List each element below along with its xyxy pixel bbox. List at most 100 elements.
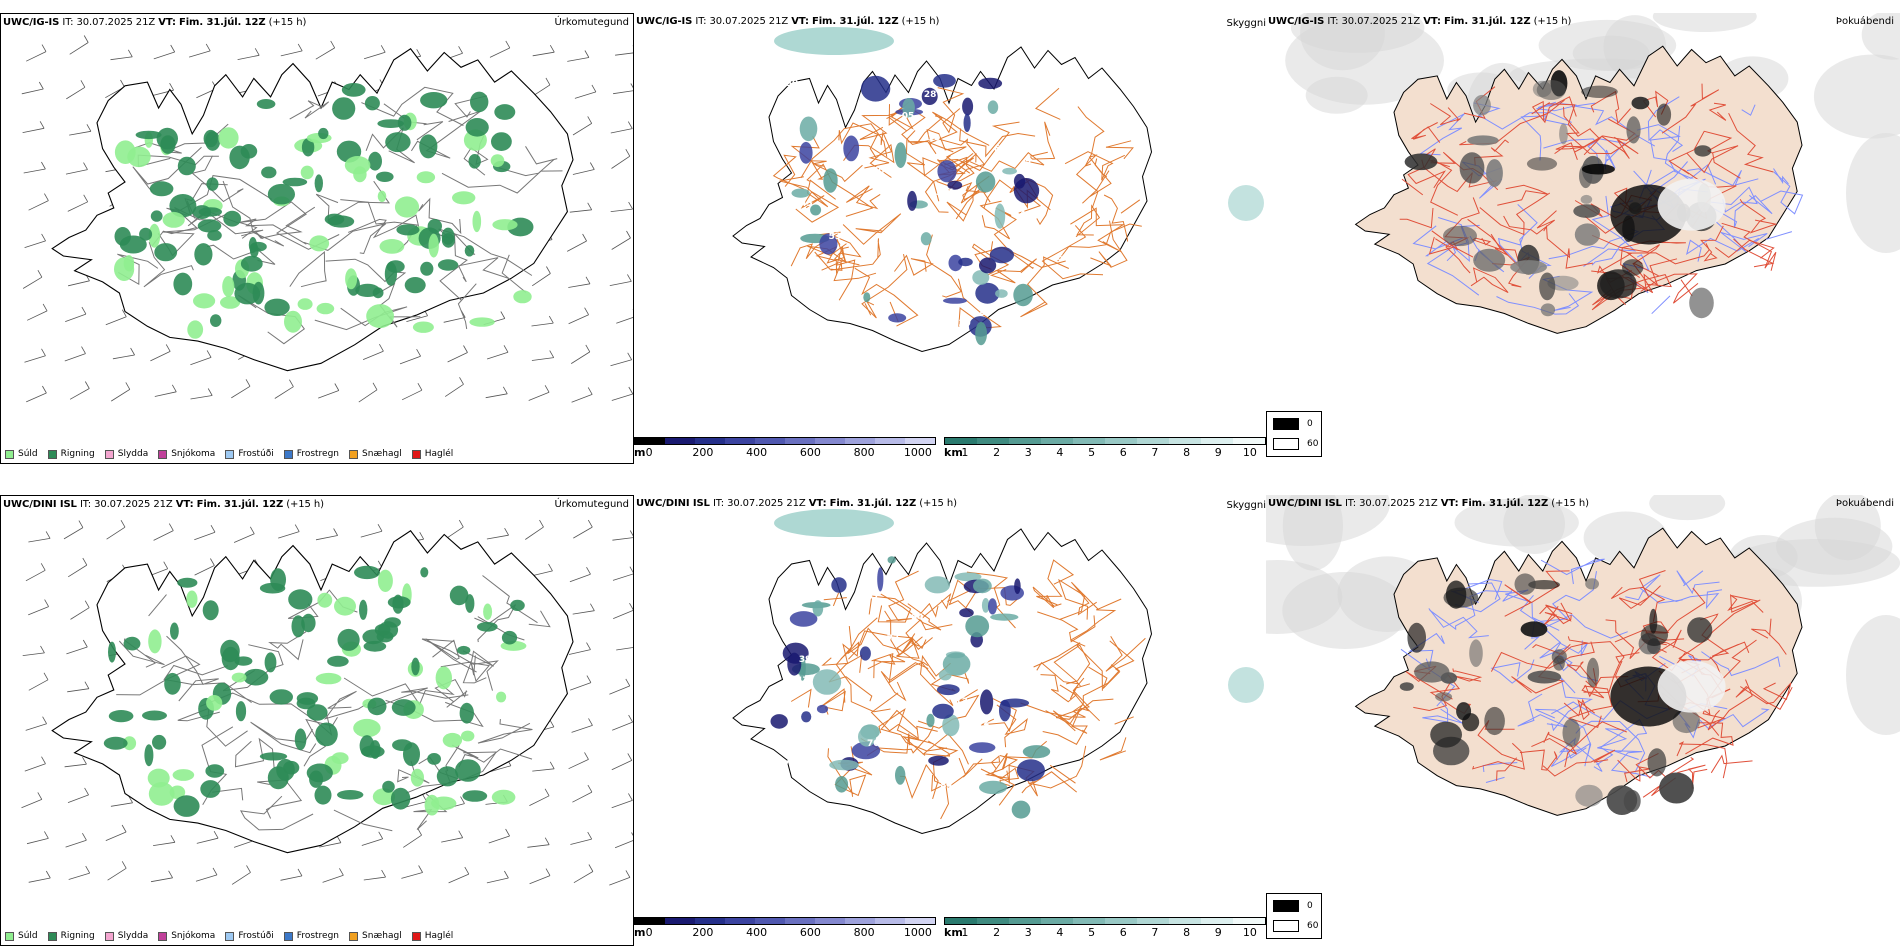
wind-barb-flag (505, 40, 511, 49)
wind-barb (572, 123, 592, 136)
scale-color-step (1137, 918, 1169, 924)
fog-area (1539, 272, 1556, 301)
wind-barb (363, 876, 386, 881)
legend-item: Frostúði (225, 931, 274, 941)
road-line (1407, 148, 1447, 189)
precip-area (420, 567, 429, 578)
wind-barb-flag (582, 233, 587, 242)
wind-barb-flag (545, 868, 551, 876)
scale-color-step (845, 918, 875, 924)
scale-tick-label: 5 (1088, 446, 1096, 459)
wind-barb-flag (170, 835, 176, 843)
scale-tick-label: 6 (1119, 926, 1127, 939)
wind-barb (531, 273, 551, 287)
low-cloud-area (1013, 283, 1033, 307)
precip-area (267, 183, 295, 205)
road-line (457, 257, 511, 283)
legend-item: Snæhagl (349, 449, 402, 459)
road-line (878, 708, 926, 756)
road-line (477, 719, 533, 744)
scale-tick-label: 400 (746, 926, 768, 939)
low-visibility-area (1228, 667, 1264, 703)
precip-area (210, 314, 222, 327)
precip-area (220, 296, 241, 309)
scale-tick-label: 8 (1183, 926, 1191, 939)
road-line (1429, 590, 1513, 631)
low-cloud-area (843, 135, 860, 162)
road-line (239, 218, 307, 245)
fog-area (1562, 718, 1581, 747)
legend-label: Frostregn (296, 931, 340, 941)
wind-barb (26, 838, 49, 845)
legend-swatch (225, 931, 235, 941)
cloud-base-label: 64 (1013, 210, 1026, 220)
wind-barb-flag (591, 84, 597, 93)
road-line (896, 636, 936, 680)
wind-barb-flag (458, 519, 464, 528)
road-line (1040, 674, 1077, 703)
wind-barb-flag (42, 716, 47, 724)
wind-barb (237, 54, 260, 60)
wind-barb (65, 839, 87, 848)
road-line (1037, 611, 1096, 643)
wind-barb-flag (212, 867, 218, 876)
low-cloud-area (812, 600, 824, 617)
precip-area (334, 596, 356, 616)
precip-map (21, 519, 633, 886)
wind-barb-flag (294, 524, 300, 532)
precip-area (457, 645, 471, 655)
wind-barb (105, 316, 127, 326)
panel-title: UWC/IG-IS IT: 30.07.2025 21Z VT: Fim. 31… (636, 16, 940, 27)
wind-barb-flag (169, 83, 174, 91)
fog-area (1443, 225, 1477, 247)
precip-area (192, 205, 212, 220)
wind-barb (572, 169, 595, 175)
scale-tick-label: 10 (1242, 926, 1257, 939)
visibility-title: Skyggni (1226, 18, 1266, 29)
precip-area (397, 114, 412, 131)
road-line (870, 692, 938, 740)
road-line (1539, 640, 1589, 659)
wind-barb-flag (628, 386, 633, 395)
wind-barb-flag (245, 379, 251, 387)
wind-barb (616, 647, 633, 651)
road-line (1551, 676, 1594, 732)
road-line (1058, 578, 1089, 620)
road-line (1424, 217, 1470, 263)
cloud-base-label: 57 (1019, 571, 1032, 581)
road-line (932, 746, 967, 788)
precip-area (419, 134, 438, 159)
wind-barb (568, 759, 589, 770)
road-line (842, 213, 902, 245)
precip-area (205, 764, 225, 778)
fog-legend-item: 0 (1273, 900, 1313, 912)
road-line (1479, 192, 1551, 236)
precip-area (396, 224, 420, 236)
legend-item: Slydda (104, 931, 148, 941)
road-line (1485, 776, 1505, 783)
scale-color-step (845, 438, 875, 444)
precip-area (173, 795, 200, 817)
wind-barb (22, 652, 45, 656)
legend-swatch (104, 931, 114, 941)
fog-area (1586, 657, 1600, 688)
scale-tick-label: 3 (1024, 446, 1032, 459)
cloud-base-label: 05 (902, 112, 915, 122)
scales-row2: m 0 200 400 600 800 1000 km 1 2 3 4 5 6 7 8 9 10 (634, 917, 1266, 945)
wind-barb (610, 359, 632, 367)
low-cloud-area (975, 282, 1000, 304)
precip-area (411, 657, 420, 676)
low-cloud-area (978, 77, 1003, 90)
wind-barb-flag (629, 530, 633, 537)
precip-area (420, 261, 434, 276)
road-line (1120, 199, 1141, 214)
precip-area (229, 145, 250, 170)
precip-area (364, 96, 380, 111)
wind-barb (69, 42, 89, 55)
wind-barb-flag (44, 831, 49, 839)
road-line (1563, 698, 1596, 721)
road-line (1581, 676, 1629, 699)
scale-color-step (695, 918, 725, 924)
road-line (993, 207, 1034, 270)
fog-area (1536, 80, 1566, 100)
